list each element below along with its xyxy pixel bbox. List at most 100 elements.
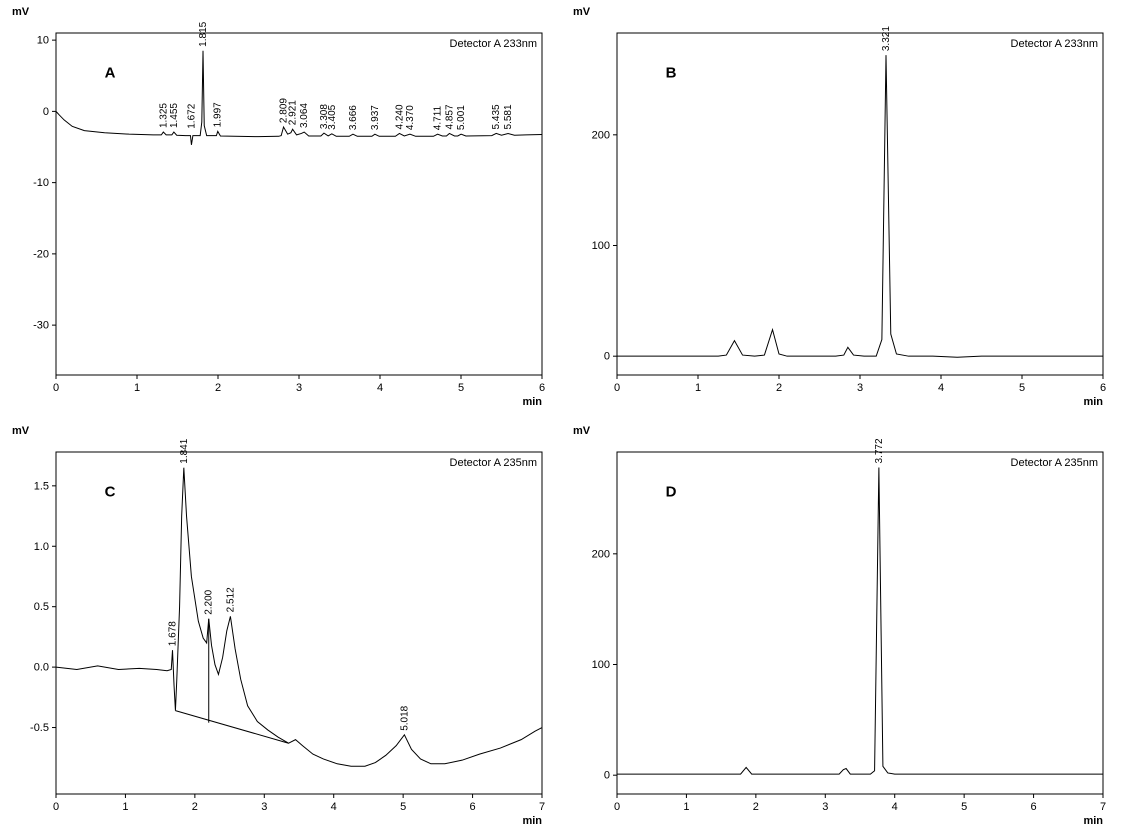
peak-label: 5.435 bbox=[491, 104, 502, 129]
y-tick-label: 0.5 bbox=[34, 601, 49, 613]
peak-label: 5.581 bbox=[503, 104, 514, 129]
panel-d: mV 200 100 0 0 1 2 3 4 5 6 7 min Detector A 235nm D 3.… bbox=[561, 419, 1122, 838]
x-tick-label: 1 bbox=[683, 801, 689, 813]
y-tick-label: -10 bbox=[33, 177, 49, 189]
y-tick-label: -30 bbox=[33, 320, 49, 332]
y-tick-label: -0.5 bbox=[30, 722, 49, 734]
peak-label: 1.325 bbox=[158, 103, 169, 128]
x-tick-label: 0 bbox=[614, 801, 620, 813]
x-tick-label: 5 bbox=[400, 801, 406, 813]
plot-frame bbox=[55, 451, 543, 795]
detector-label: Detector A 235nm bbox=[450, 457, 537, 469]
y-tick-label: 0 bbox=[604, 770, 610, 782]
x-axis-unit-label: min bbox=[522, 815, 542, 827]
x-tick-label: 4 bbox=[331, 801, 337, 813]
peak-label: 3.937 bbox=[370, 105, 381, 130]
x-tick-label: 6 bbox=[539, 382, 545, 394]
x-tick-label: 3 bbox=[261, 801, 267, 813]
x-tick-label: 4 bbox=[938, 382, 944, 394]
signal-trace bbox=[55, 50, 543, 145]
x-tick-label: 7 bbox=[539, 801, 545, 813]
y-tick-label: 1.5 bbox=[34, 480, 49, 492]
x-tick-label: 2 bbox=[215, 382, 221, 394]
peak-label: 3.064 bbox=[299, 103, 310, 128]
x-tick-label: 7 bbox=[1100, 801, 1106, 813]
y-tick-label: 0.0 bbox=[34, 662, 49, 674]
panel-c: mV 1.5 1.0 0.5 0.0 -0.5 0 1 2 3 4 5 6 7 min Detector A… bbox=[0, 419, 561, 838]
x-tick-label: 2 bbox=[753, 801, 759, 813]
peak-label: 4.857 bbox=[444, 104, 455, 129]
panel-a: mV 10 0 -10 -20 -30 0 1 2 3 4 5 6 min Detector A 233n… bbox=[0, 0, 561, 419]
peak-label: 1.672 bbox=[186, 103, 197, 128]
peak-label: 2.809 bbox=[279, 98, 290, 123]
x-tick-label: 6 bbox=[1100, 382, 1106, 394]
peak-label: 5.001 bbox=[456, 105, 467, 130]
peak-label: 3.308 bbox=[319, 104, 330, 129]
x-tick-label: 0 bbox=[614, 382, 620, 394]
peak-label: 3.321 bbox=[881, 26, 892, 51]
peak-label: 3.666 bbox=[348, 105, 359, 130]
x-tick-label: 1 bbox=[134, 382, 140, 394]
panel-letter: A bbox=[105, 64, 116, 81]
peak-label: 1.841 bbox=[179, 438, 190, 463]
y-tick-label: 10 bbox=[37, 35, 49, 47]
x-tick-label: 3 bbox=[296, 382, 302, 394]
peak-label: 2.512 bbox=[225, 587, 236, 612]
x-tick-label: 1 bbox=[122, 801, 128, 813]
peak-label: 3.772 bbox=[874, 438, 885, 463]
x-tick-label: 3 bbox=[857, 382, 863, 394]
peak-label: 4.370 bbox=[405, 105, 416, 130]
x-axis-unit-label: min bbox=[1083, 396, 1103, 408]
plot-frame bbox=[616, 451, 1104, 795]
peak-label: 1.455 bbox=[169, 103, 180, 128]
x-tick-label: 2 bbox=[776, 382, 782, 394]
signal-trace bbox=[55, 467, 543, 767]
chromatogram-a: 10 0 -10 -20 -30 0 1 2 3 4 5 6 min Detector A 233nm A 1… bbox=[33, 21, 545, 408]
peak-label: 4.711 bbox=[433, 105, 444, 130]
chromatogram-c: 1.5 1.0 0.5 0.0 -0.5 0 1 2 3 4 5 6 7 min Detector A 23… bbox=[30, 438, 545, 827]
peak-label: 4.240 bbox=[394, 104, 405, 129]
y-axis-unit-label-b: mV bbox=[573, 6, 591, 18]
x-tick-label: 2 bbox=[192, 801, 198, 813]
x-tick-label: 5 bbox=[961, 801, 967, 813]
plot-frame bbox=[616, 32, 1104, 376]
y-tick-label: 0 bbox=[43, 106, 49, 118]
x-axis-unit-label: min bbox=[522, 396, 542, 408]
y-tick-label: 0 bbox=[604, 351, 610, 363]
peak-label: 1.678 bbox=[168, 621, 179, 646]
panel-letter: B bbox=[666, 64, 677, 81]
x-tick-label: 6 bbox=[470, 801, 476, 813]
y-axis-unit-label-a: mV bbox=[12, 6, 30, 18]
plot-frame bbox=[55, 32, 543, 376]
peak-label: 1.815 bbox=[198, 21, 209, 46]
detector-label: Detector A 233nm bbox=[450, 38, 537, 50]
x-tick-label: 4 bbox=[377, 382, 383, 394]
chromatogram-d: 200 100 0 0 1 2 3 4 5 6 7 min Detector A 235nm D 3.772 bbox=[592, 438, 1106, 827]
y-tick-label: 200 bbox=[592, 129, 610, 141]
y-tick-label: 100 bbox=[592, 659, 610, 671]
peak-label: 2.921 bbox=[288, 100, 299, 125]
y-tick-label: 100 bbox=[592, 240, 610, 252]
x-tick-label: 0 bbox=[53, 382, 59, 394]
x-tick-label: 0 bbox=[53, 801, 59, 813]
x-tick-label: 3 bbox=[822, 801, 828, 813]
panel-letter: D bbox=[666, 483, 677, 500]
x-axis-unit-label: min bbox=[1083, 815, 1103, 827]
x-tick-label: 1 bbox=[695, 382, 701, 394]
y-tick-label: 200 bbox=[592, 548, 610, 560]
panel-b: mV 200 100 0 0 1 2 3 4 5 6 min Detector A 233nm B 3.3… bbox=[561, 0, 1122, 419]
detector-label: Detector A 233nm bbox=[1011, 38, 1098, 50]
y-tick-label: -20 bbox=[33, 248, 49, 260]
peak-label: 3.405 bbox=[327, 104, 338, 129]
integration-baseline bbox=[175, 710, 289, 744]
x-tick-label: 4 bbox=[892, 801, 898, 813]
y-tick-label: 1.0 bbox=[34, 541, 49, 553]
signal-trace bbox=[617, 55, 1103, 358]
detector-label: Detector A 235nm bbox=[1011, 457, 1098, 469]
panel-letter: C bbox=[105, 483, 116, 500]
chromatogram-b: 200 100 0 0 1 2 3 4 5 6 min Detector A 233nm B 3.321 bbox=[592, 26, 1106, 408]
x-tick-label: 5 bbox=[458, 382, 464, 394]
peak-label: 1.997 bbox=[213, 102, 224, 127]
x-tick-label: 6 bbox=[1031, 801, 1037, 813]
